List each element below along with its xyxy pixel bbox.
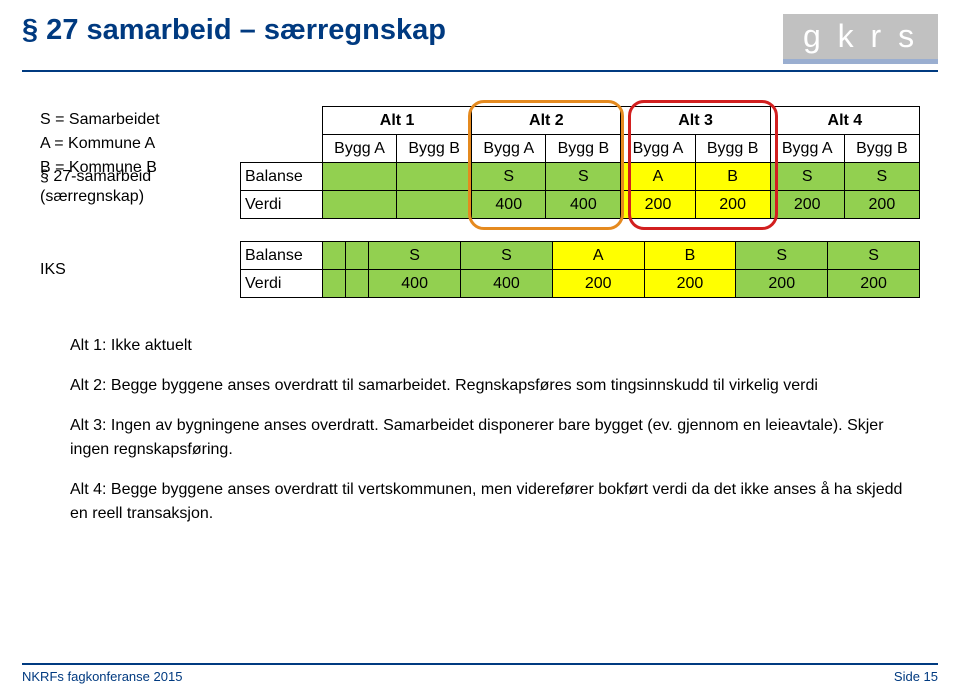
side-label: § 27-samarbeid (særregnskap)	[40, 163, 216, 207]
footer-right: Side 15	[894, 669, 938, 684]
cell: 200	[770, 191, 844, 219]
cell: 200	[621, 191, 695, 219]
cell: 400	[472, 191, 546, 219]
logo: g k r s	[783, 14, 938, 64]
cell: 200	[844, 191, 919, 219]
sub-h: Bygg B	[695, 135, 770, 163]
row-label-verdi-2: Verdi	[241, 270, 323, 298]
cell: S	[369, 242, 461, 270]
iks-label: IKS	[40, 241, 216, 298]
row-label-verdi: Verdi	[241, 191, 323, 219]
text-alt4: Alt 4: Begge byggene anses overdratt til…	[70, 478, 920, 526]
body-text: Alt 1: Ikke aktuelt Alt 2: Begge byggene…	[40, 334, 920, 526]
footer-line	[22, 663, 938, 665]
cell: B	[644, 242, 736, 270]
alt2-head: Alt 2	[472, 107, 621, 135]
cell: S	[472, 163, 546, 191]
cell: B	[695, 163, 770, 191]
text-alt3: Alt 3: Ingen av bygningene anses overdra…	[70, 414, 920, 462]
legend-a: A = Kommune A	[40, 132, 216, 156]
cell	[346, 270, 369, 298]
alt3-head: Alt 3	[621, 107, 770, 135]
cell: 200	[644, 270, 736, 298]
cell	[346, 242, 369, 270]
cell: 200	[736, 270, 828, 298]
side-label-2: (særregnskap)	[40, 187, 216, 207]
cell	[397, 163, 472, 191]
cell: S	[770, 163, 844, 191]
row-label-balanse: Balanse	[241, 163, 323, 191]
cell: 200	[695, 191, 770, 219]
cell: A	[621, 163, 695, 191]
sub-h: Bygg A	[621, 135, 695, 163]
side-label-1: § 27-samarbeid	[40, 167, 216, 187]
cell: 200	[828, 270, 920, 298]
table-1: Alt 1 Alt 2 Alt 3 Alt 4 Bygg A Bygg B By…	[240, 106, 920, 219]
cell: S	[828, 242, 920, 270]
text-alt2: Alt 2: Begge byggene anses overdratt til…	[70, 374, 920, 398]
legend-s: S = Samarbeidet	[40, 108, 216, 132]
alt4-head: Alt 4	[770, 107, 919, 135]
table-2: Balanse S S A B S S Verdi 400 400 200	[240, 241, 920, 298]
cell: 400	[369, 270, 461, 298]
sub-h: Bygg A	[472, 135, 546, 163]
cell	[323, 270, 346, 298]
cell: 200	[552, 270, 644, 298]
cell: S	[736, 242, 828, 270]
footer-left: NKRFs fagkonferanse 2015	[22, 669, 182, 684]
cell: S	[461, 242, 553, 270]
cell	[397, 191, 472, 219]
sub-h: Bygg A	[323, 135, 397, 163]
cell	[323, 191, 397, 219]
cell: A	[552, 242, 644, 270]
sub-h: Bygg B	[844, 135, 919, 163]
alt1-head: Alt 1	[323, 107, 472, 135]
cell: 400	[546, 191, 621, 219]
cell: S	[546, 163, 621, 191]
sub-h: Bygg A	[770, 135, 844, 163]
cell	[323, 163, 397, 191]
cell	[323, 242, 346, 270]
cell: 400	[461, 270, 553, 298]
page-title: § 27 samarbeid – særregnskap	[22, 14, 446, 47]
sub-h: Bygg B	[397, 135, 472, 163]
cell: S	[844, 163, 919, 191]
sub-h: Bygg B	[546, 135, 621, 163]
text-alt1: Alt 1: Ikke aktuelt	[70, 334, 920, 358]
row-label-balanse-2: Balanse	[241, 242, 323, 270]
